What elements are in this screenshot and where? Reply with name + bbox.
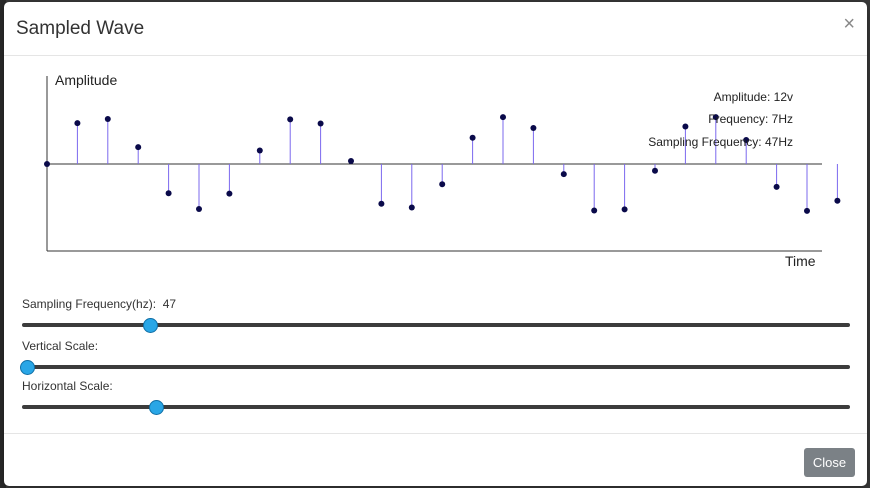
sample-point [74,120,81,127]
dialog-footer: Close [4,433,867,486]
sample-point [196,206,202,212]
sampling-frequency-label: Sampling Frequency(hz): 47 [22,296,850,312]
sample-point [317,120,324,127]
slider-rail[interactable] [22,323,850,327]
sample-point [256,147,263,154]
stem-series [44,114,841,214]
amplitude-info: Amplitude: 12v [714,90,793,104]
sample-point [712,114,719,121]
sample-point [287,116,294,123]
sample-point [378,200,385,207]
sample-point [135,144,142,151]
sampling-frequency-slider[interactable] [22,318,850,333]
vertical-scale-slider[interactable] [19,360,850,375]
sample-point [408,204,415,211]
sample-point [804,207,810,214]
sample-point [652,167,658,174]
dialog-title: Sampled Wave [16,18,145,39]
sample-point [743,137,750,143]
close-icon[interactable]: × [843,13,855,35]
horizontal-scale-control: Horizontal Scale: [22,378,850,415]
slider-rail[interactable] [22,405,850,409]
close-button[interactable]: Close [804,448,855,477]
sample-point [591,207,598,214]
sample-point [621,206,628,213]
sample-point [469,134,476,141]
sampled-wave-chart: Amplitude Time Amplitude: 12v Frequency:… [44,72,841,269]
sampling-frequency-control: Sampling Frequency(hz): 47 [22,296,850,333]
sampling-frequency-value: 47 [162,297,177,311]
y-axis-label: Amplitude [55,72,117,88]
sample-point [104,116,111,122]
vertical-scale-control: Vertical Scale: [19,338,850,375]
sample-point [226,190,233,197]
sample-point [44,161,50,167]
sample-point [439,181,446,188]
sample-point [834,197,841,204]
sampling-frequency-label-text: Sampling Frequency(hz): [22,297,157,311]
sample-point [165,190,172,197]
horizontal-scale-slider[interactable] [22,400,850,415]
page-backdrop [0,0,6,488]
sampling-frequency-info: Sampling Frequency: 47Hz [648,135,793,149]
frequency-info: Frequency: 7Hz [708,112,793,126]
x-axis-label: Time [785,253,816,269]
slider-thumb[interactable] [143,318,159,333]
dialog-header: Sampled Wave × [4,2,867,56]
sampled-wave-dialog: Sampled Wave × Amplitude Time Amplitude:… [4,2,867,486]
sample-point [530,125,537,131]
sample-point [560,171,567,178]
vertical-scale-label: Vertical Scale: [22,339,99,353]
sample-point [773,183,780,190]
sample-point [348,158,354,164]
sample-point [500,114,506,121]
slider-thumb[interactable] [19,360,35,375]
sample-point [682,123,689,130]
slider-rail[interactable] [22,365,850,369]
slider-thumb[interactable] [149,400,165,415]
horizontal-scale-label: Horizontal Scale: [22,379,113,393]
